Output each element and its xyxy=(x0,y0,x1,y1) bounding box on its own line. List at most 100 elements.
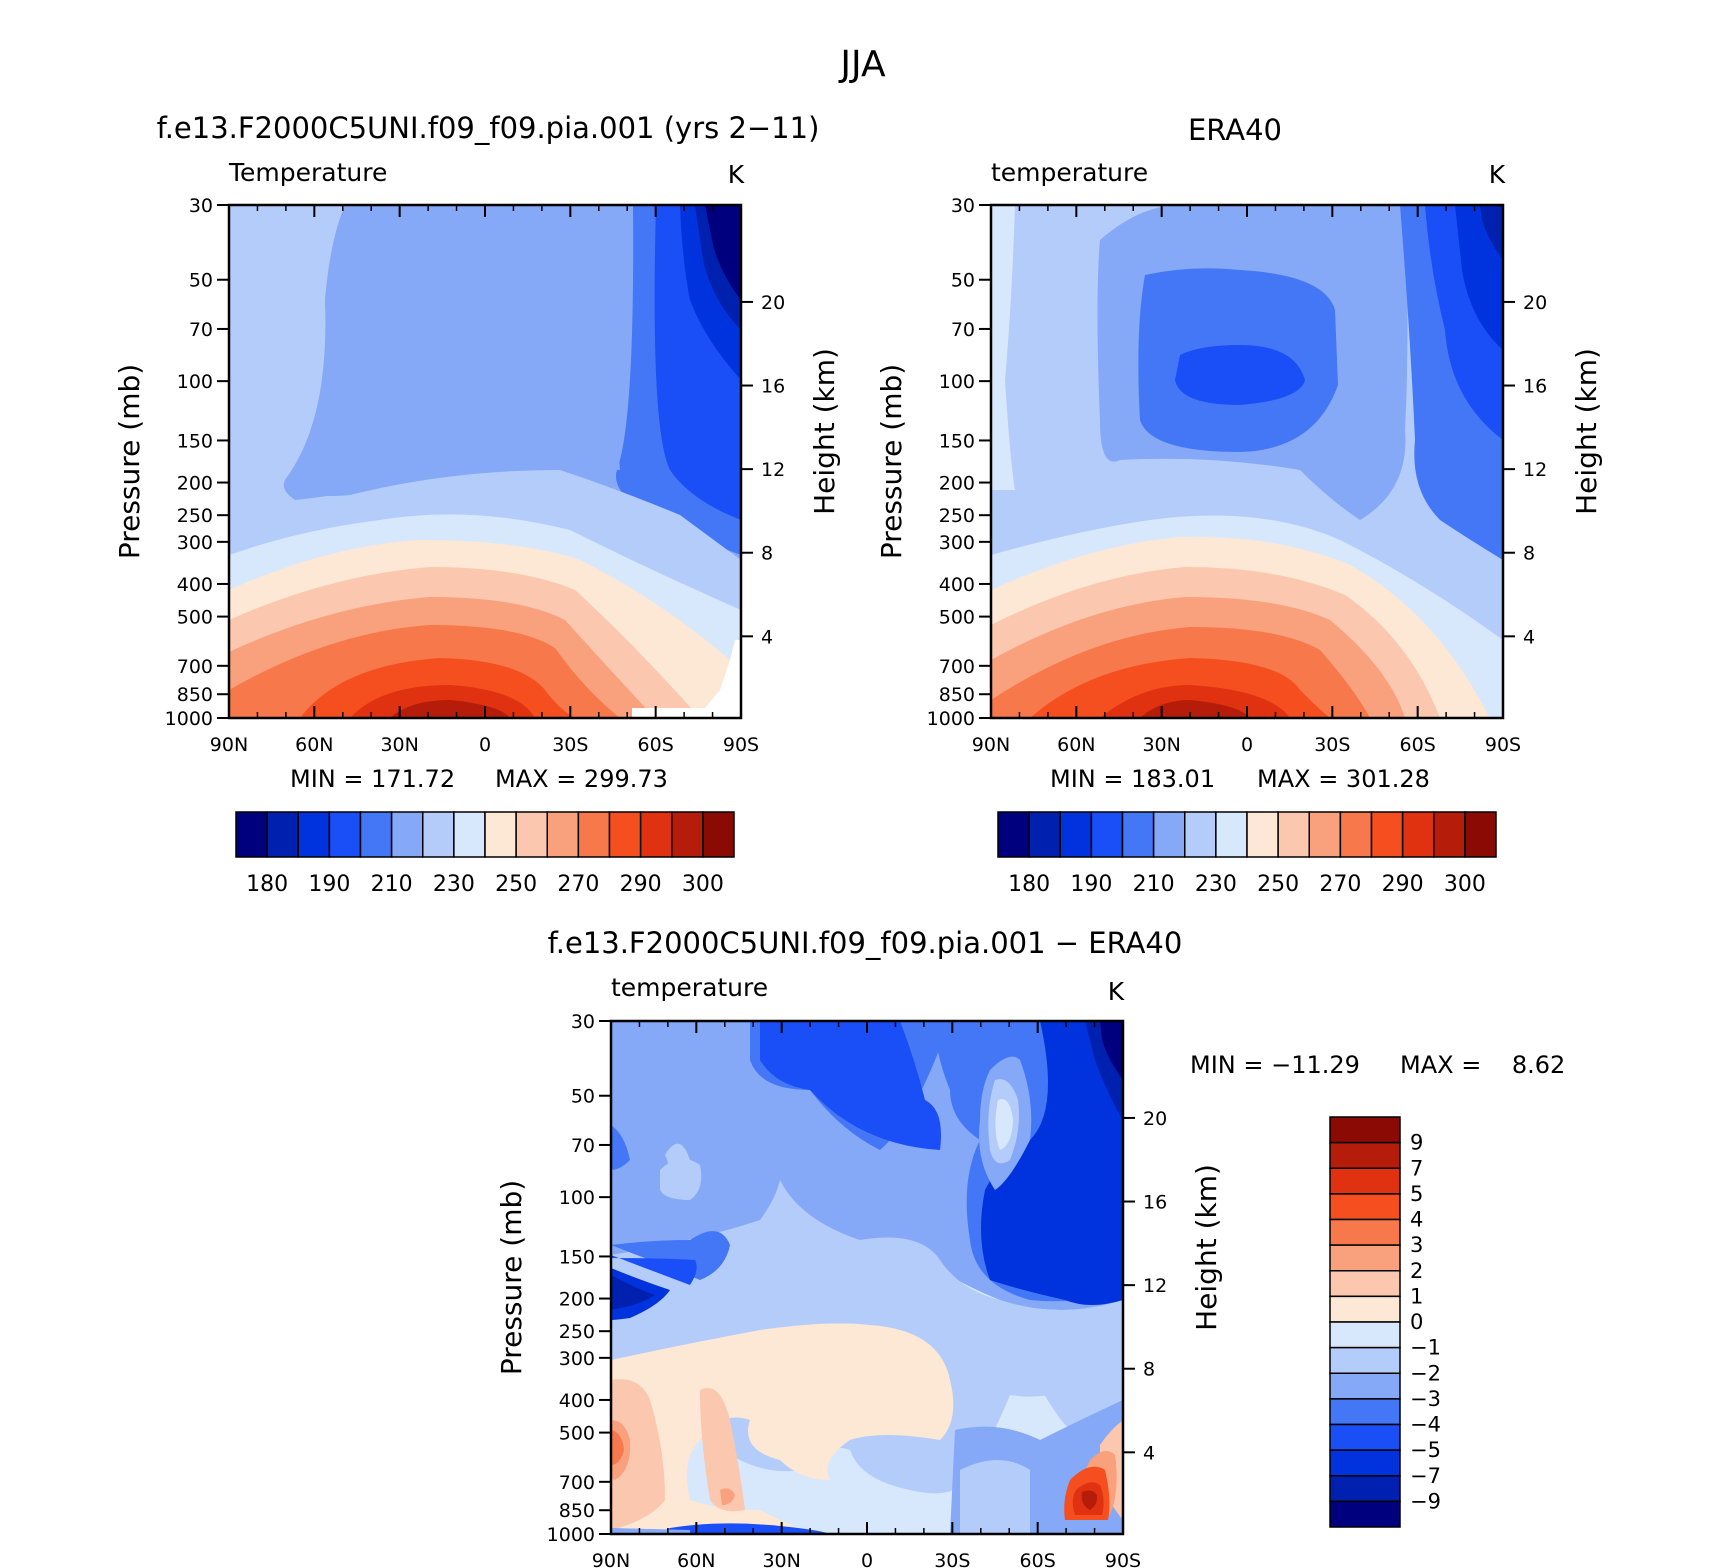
y-tick-label: 150 xyxy=(559,1246,595,1268)
colorbar-box xyxy=(235,811,268,858)
panel-diff-contour-lower-warm-3 xyxy=(700,1388,745,1512)
y-tick-label: 200 xyxy=(177,473,213,495)
colorbar-box xyxy=(608,811,642,858)
colorbar-box xyxy=(297,811,331,858)
y-tick-label: 700 xyxy=(939,656,975,678)
x-tick-label: 60N xyxy=(677,1550,715,1568)
y-tick-label: 500 xyxy=(177,607,213,629)
panel-diff-contour-jet-cold-1 xyxy=(611,1231,730,1280)
panel-diff-contour-upper-lighter-1 xyxy=(611,1021,780,1220)
colorbar-box xyxy=(1329,1244,1401,1272)
x-tick-label: 90N xyxy=(972,734,1010,756)
colorbar-box xyxy=(546,811,580,858)
colorbar-box xyxy=(390,811,424,858)
panel-diff-contour-surface-cold xyxy=(660,1523,830,1534)
panel-diff-contour-upper-cold-core xyxy=(760,1021,941,1150)
colorbar-box xyxy=(1329,1295,1401,1323)
colorbar-box xyxy=(1329,1423,1401,1451)
colorbar-label: 1 xyxy=(1410,1284,1423,1308)
y-tick-label: 500 xyxy=(939,607,975,629)
colorbar-box xyxy=(1329,1193,1401,1221)
x-tick-label: 30N xyxy=(380,734,418,756)
colorbar-label: 0 xyxy=(1410,1310,1423,1334)
colorbar-box xyxy=(1329,1167,1401,1195)
colorbar-label: 210 xyxy=(371,872,413,897)
figure-title: JJA xyxy=(838,44,886,85)
colorbar-label: 3 xyxy=(1410,1233,1423,1257)
y-tick-label: 850 xyxy=(177,684,213,706)
colorbar-label: 190 xyxy=(308,872,350,897)
colorbar-box xyxy=(1246,811,1279,858)
height-tick-label: 20 xyxy=(1523,292,1547,314)
colorbar-box xyxy=(1401,811,1435,858)
y-tick-label: 700 xyxy=(177,656,213,678)
colorbar-label: 250 xyxy=(495,872,537,897)
y-tick-label: 50 xyxy=(951,270,975,292)
height-tick-label: 16 xyxy=(761,376,785,398)
colorbar-box xyxy=(1329,1270,1401,1298)
x-tick-label: 90N xyxy=(592,1550,630,1568)
panel-obs-colorbar: 180 190 210 230 250 270 290 300 xyxy=(997,811,1497,897)
colorbar-box xyxy=(702,811,735,858)
panel-diff-contour-south-cold-1 xyxy=(981,1021,1123,1305)
panel-obs-contour-south-cold-4 xyxy=(1480,205,1503,260)
colorbar-label: 230 xyxy=(1195,872,1237,897)
y-tick-label: 700 xyxy=(559,1472,595,1494)
y-tick-label: 150 xyxy=(177,430,213,452)
panel-obs-contour-north-pole-strip xyxy=(991,205,1015,490)
y-tick-label: 300 xyxy=(939,532,975,554)
height-tick-label: 4 xyxy=(761,626,773,648)
panel-diff-contour-surface-south-light xyxy=(960,1460,1030,1534)
y-tick-label: 500 xyxy=(559,1423,595,1445)
height-tick-label: 8 xyxy=(1143,1359,1155,1381)
panel-diff-contour-jet-cold-4 xyxy=(611,1275,655,1310)
colorbar-label: 210 xyxy=(1133,872,1175,897)
panel-diff-contour-cool-patch xyxy=(660,1158,702,1200)
panel-model-variable-label: Temperature xyxy=(228,158,387,187)
colorbar-box xyxy=(1370,811,1404,858)
colorbar-box xyxy=(1329,1321,1401,1349)
panel-obs-axes: 90N 60N 30N 0 30S 60S 90S 30 50 70 100 150 200 250 300… xyxy=(875,195,1603,756)
panel-diff-contour-south-cold-3 xyxy=(1100,1021,1123,1080)
panel-obs-units: K xyxy=(1489,160,1506,189)
panel-diff-max-label: MAX = 8.62 xyxy=(1400,1051,1565,1079)
x-tick-label: 60S xyxy=(1020,1550,1056,1568)
x-tick-label: 0 xyxy=(861,1550,873,1568)
panel-model-contour-south-cold-5 xyxy=(705,205,741,300)
x-tick-label: 90S xyxy=(723,734,759,756)
panel-diff-contour-jet-cold-2 xyxy=(611,1255,697,1285)
colorbar-label: 180 xyxy=(1008,872,1050,897)
colorbar-label: 5 xyxy=(1410,1182,1423,1206)
height-tick-label: 20 xyxy=(761,292,785,314)
y-axis-label: Pressure (mb) xyxy=(113,364,146,559)
colorbar-box xyxy=(1059,811,1093,858)
panel-model-contour-band-300 xyxy=(390,700,510,718)
height-tick-label: 12 xyxy=(1523,459,1547,481)
x-tick-label: 60N xyxy=(1057,734,1095,756)
colorbar-label: −2 xyxy=(1410,1361,1441,1385)
panel-model-contour-missing-terrain xyxy=(632,640,741,718)
panel-diff-contour-lower-warm xyxy=(611,1323,954,1534)
height-tick-label: 8 xyxy=(1523,543,1535,565)
colorbar-label: −3 xyxy=(1410,1387,1441,1411)
colorbar-box xyxy=(484,811,517,858)
panel-diff-contour-upper-north-cold xyxy=(611,1125,630,1170)
y-tick-label: 1000 xyxy=(927,708,975,730)
panel-obs-title: ERA40 xyxy=(1188,113,1282,147)
panel-obs-max-label: MAX = 301.28 xyxy=(1257,765,1430,793)
y-tick-label: 850 xyxy=(559,1500,595,1522)
panel-diff-contour-south-warm-5 xyxy=(1081,1490,1098,1510)
y-tick-label: 200 xyxy=(939,473,975,495)
colorbar-label: 180 xyxy=(246,872,288,897)
y-tick-label: 70 xyxy=(951,319,975,341)
y-tick-label: 250 xyxy=(939,505,975,527)
colorbar-box xyxy=(1090,811,1124,858)
panel-diff-title: f.e13.F2000C5UNI.f09_f09.pia.001 − ERA40 xyxy=(548,926,1183,960)
colorbar-box xyxy=(1329,1141,1401,1169)
panel-diff-contour-lower-warm-5 xyxy=(611,1430,624,1465)
colorbar-label: 9 xyxy=(1410,1131,1423,1155)
y-tick-label: 50 xyxy=(189,270,213,292)
colorbar-box xyxy=(997,811,1030,858)
y-tick-label: 300 xyxy=(177,532,213,554)
